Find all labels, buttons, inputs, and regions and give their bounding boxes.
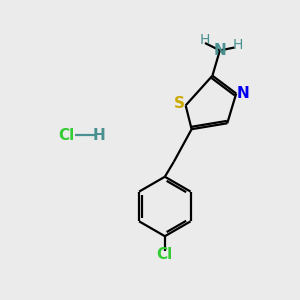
Text: S: S [174, 96, 184, 111]
Text: H: H [93, 128, 106, 142]
Text: Cl: Cl [59, 128, 75, 142]
Text: N: N [214, 43, 226, 58]
Text: N: N [236, 86, 249, 101]
Text: H: H [200, 33, 210, 47]
Text: H: H [232, 38, 243, 52]
Text: Cl: Cl [157, 247, 173, 262]
